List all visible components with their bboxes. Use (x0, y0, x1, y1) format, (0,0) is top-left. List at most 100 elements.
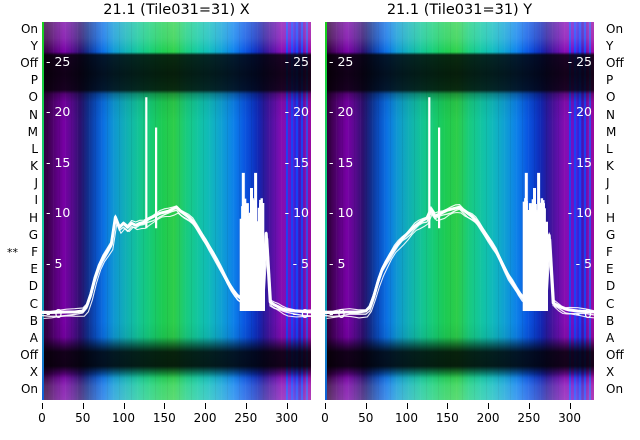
inner-y-tick-x-right-10: - 10 (284, 205, 309, 221)
category-label-left-3: P (30, 73, 38, 87)
category-label-right-19: Off (606, 348, 624, 362)
inner-y-tick-y-left-15: - 15 (329, 154, 354, 170)
inner-y-tick-x-left-5: - 5 (46, 255, 63, 271)
category-star-marker: ** (7, 246, 18, 259)
profile-curve-x (42, 97, 311, 320)
inner-y-tick-x-right-5: - 5 (292, 255, 309, 271)
category-label-left-0: On (20, 22, 38, 36)
inner-y-tick-y-right-10: - 10 (567, 205, 592, 221)
inner-y-tick-y-left-10: - 10 (329, 205, 354, 221)
inner-y-tick-x-right-25: - 25 (284, 54, 309, 69)
inner-y-tick-x-right-0: - 0 (292, 306, 309, 321)
heatmap-panel-y[interactable]: - 25 - 20 - 15 - 10 - 5 - 0 - 25 - 20 - 15 - 10 -… (325, 22, 594, 400)
x-tick-mark-x-100 (123, 403, 125, 409)
x-axis-right: 0 50 100 150 200 250 300 (321, 400, 594, 438)
x-tick-label-y-50: 50 (358, 411, 374, 425)
category-label-right-17: B (606, 314, 615, 328)
category-label-right-20: X (606, 365, 615, 379)
x-tick-mark-x-250 (245, 403, 247, 409)
x-axis-left: 0 50 100 150 200 250 300 (38, 400, 311, 438)
category-label-right-13: F (606, 245, 613, 259)
inner-y-tick-y-right-15: - 15 (567, 154, 592, 170)
x-tick-label-x-300: 300 (275, 411, 298, 425)
category-label-left-9: J (34, 176, 38, 190)
category-label-left-13: F (31, 245, 38, 259)
category-label-right-11: H (606, 211, 616, 225)
category-label-left-18: A (29, 331, 38, 345)
inner-y-tick-x-left-20: - 20 (46, 104, 71, 120)
x-tick-mark-x-300 (286, 403, 288, 409)
category-label-right-1: Y (606, 39, 614, 53)
panel-edge-stripe-x (42, 22, 44, 400)
inner-y-tick-x-right-20: - 20 (284, 104, 309, 120)
x-tick-label-y-250: 250 (517, 411, 541, 425)
category-label-left-19: Off (20, 348, 38, 362)
x-tick-mark-x-200 (205, 403, 207, 409)
category-label-left-11: H (28, 211, 38, 225)
category-label-right-0: On (606, 22, 624, 36)
category-label-right-7: L (606, 142, 613, 156)
category-label-left-17: B (29, 314, 38, 328)
category-label-right-2: Off (606, 56, 624, 70)
category-label-left-5: N (29, 108, 38, 122)
category-label-right-5: N (606, 108, 615, 122)
inner-y-tick-y-left-20: - 20 (329, 104, 354, 120)
x-tick-label-y-150: 150 (435, 411, 459, 425)
inner-y-tick-x-right-15: - 15 (284, 154, 309, 170)
x-tick-mark-y-300 (569, 403, 571, 409)
inner-y-tick-y-left-25: - 25 (329, 54, 354, 69)
x-tick-label-x-250: 250 (234, 411, 258, 425)
category-label-right-15: D (606, 279, 616, 293)
x-tick-label-x-100: 100 (112, 411, 135, 425)
category-label-left-8: K (30, 159, 38, 173)
x-tick-label-x-0: 0 (38, 411, 46, 425)
x-tick-mark-y-0 (325, 403, 326, 409)
heatmap-dark-bands-y (325, 22, 594, 400)
category-label-left-7: L (31, 142, 38, 156)
panel-title-y: 21.1 (Tile031=31) Y (386, 2, 533, 18)
x-tick-mark-x-0 (42, 403, 43, 409)
category-label-right-3: P (606, 73, 614, 87)
inner-y-tick-x-left-10: - 10 (46, 205, 71, 221)
x-tick-label-y-100: 100 (395, 411, 418, 425)
category-label-right-10: I (606, 193, 610, 207)
category-label-right-21: On (606, 382, 624, 396)
panel-edge-stripe-y (325, 22, 327, 400)
profile-curve-y (325, 97, 594, 320)
x-tick-label-y-0: 0 (321, 411, 329, 425)
category-label-right-12: G (606, 228, 616, 242)
category-label-left-14: E (30, 262, 38, 276)
inner-y-tick-y-right-5: - 5 (575, 255, 592, 271)
inner-y-tick-y-left-5: - 5 (329, 255, 346, 271)
category-label-left-21: On (20, 382, 38, 396)
inner-y-tick-x-left-0: - 0 (46, 306, 63, 321)
category-axis-right: On Y Off P O N M L K J I H G F E D C B A Off X On (600, 22, 640, 400)
inner-y-tick-x-left-25: - 25 (46, 54, 71, 69)
x-tick-label-y-300: 300 (558, 411, 581, 425)
x-tick-mark-y-150 (447, 403, 449, 409)
category-label-right-4: O (606, 90, 616, 104)
category-label-left-10: I (34, 193, 38, 207)
x-tick-mark-y-100 (406, 403, 408, 409)
inner-y-tick-y-left-0: - 0 (329, 306, 346, 321)
panel-title-x: 21.1 (Tile031=31) X (103, 2, 250, 18)
x-tick-mark-y-50 (365, 403, 367, 409)
category-label-left-15: D (28, 279, 38, 293)
category-label-left-1: Y (30, 39, 38, 53)
heatmap-panel-x[interactable]: - 25 - 20 - 15 - 10 - 5 - 0 - 25 - 20 - 15 - 10 -… (42, 22, 311, 400)
x-tick-mark-x-50 (82, 403, 84, 409)
category-label-left-12: G (28, 228, 38, 242)
heatmap-bright-ribbons-y (325, 22, 594, 400)
inner-y-tick-y-right-0: - 0 (575, 306, 592, 321)
x-tick-label-x-50: 50 (75, 411, 91, 425)
x-tick-label-x-150: 150 (152, 411, 176, 425)
x-tick-label-y-200: 200 (476, 411, 500, 425)
category-label-right-8: K (606, 159, 614, 173)
x-tick-mark-x-150 (164, 403, 166, 409)
x-tick-mark-y-200 (488, 403, 490, 409)
category-label-right-14: E (606, 262, 614, 276)
inner-y-tick-y-right-25: - 25 (567, 54, 592, 69)
category-label-right-16: C (606, 297, 615, 311)
x-tick-mark-y-250 (528, 403, 530, 409)
